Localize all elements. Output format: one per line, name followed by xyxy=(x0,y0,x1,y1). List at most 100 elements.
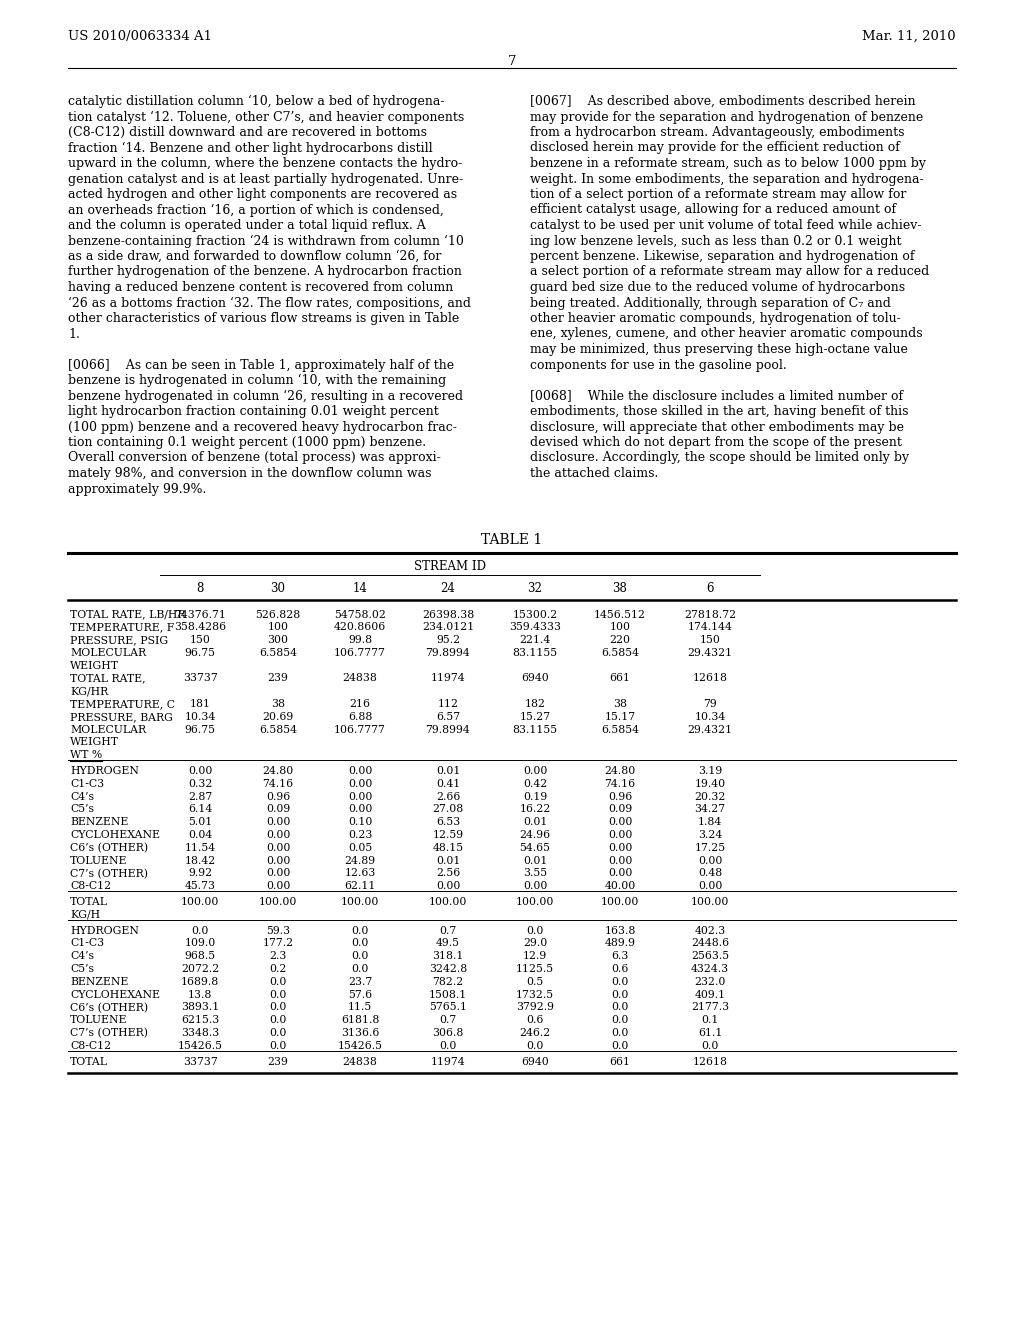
Text: 0.0: 0.0 xyxy=(269,1015,287,1026)
Text: 0.0: 0.0 xyxy=(351,925,369,936)
Text: 3242.8: 3242.8 xyxy=(429,964,467,974)
Text: 1732.5: 1732.5 xyxy=(516,990,554,999)
Text: 6.3: 6.3 xyxy=(611,952,629,961)
Text: 0.09: 0.09 xyxy=(608,804,632,814)
Text: 0.01: 0.01 xyxy=(523,855,547,866)
Text: 96.75: 96.75 xyxy=(184,648,215,657)
Text: 2072.2: 2072.2 xyxy=(181,964,219,974)
Text: 0.00: 0.00 xyxy=(608,843,632,853)
Text: 150: 150 xyxy=(189,635,211,645)
Text: 100.00: 100.00 xyxy=(691,898,729,907)
Text: 0.00: 0.00 xyxy=(266,843,290,853)
Text: 0.7: 0.7 xyxy=(439,925,457,936)
Text: 96.75: 96.75 xyxy=(184,725,215,735)
Text: efficient catalyst usage, allowing for a reduced amount of: efficient catalyst usage, allowing for a… xyxy=(530,203,896,216)
Text: 0.0: 0.0 xyxy=(269,1028,287,1038)
Text: C4’s: C4’s xyxy=(70,792,94,801)
Text: BENZENE: BENZENE xyxy=(70,977,128,987)
Text: 3.19: 3.19 xyxy=(698,766,722,776)
Text: 40.00: 40.00 xyxy=(604,882,636,891)
Text: 0.2: 0.2 xyxy=(269,964,287,974)
Text: 27.08: 27.08 xyxy=(432,804,464,814)
Text: 15.17: 15.17 xyxy=(604,711,636,722)
Text: 7: 7 xyxy=(508,55,516,69)
Text: 0.1: 0.1 xyxy=(701,1015,719,1026)
Text: embodiments, those skilled in the art, having benefit of this: embodiments, those skilled in the art, h… xyxy=(530,405,908,418)
Text: 24838: 24838 xyxy=(343,1057,378,1067)
Text: acted hydrogen and other light components are recovered as: acted hydrogen and other light component… xyxy=(68,187,457,201)
Text: WT %: WT % xyxy=(70,750,102,760)
Text: 6940: 6940 xyxy=(521,673,549,684)
Text: TOTAL RATE, LB/HR: TOTAL RATE, LB/HR xyxy=(70,610,185,619)
Text: 30: 30 xyxy=(270,582,286,595)
Text: 0.0: 0.0 xyxy=(351,939,369,949)
Text: 109.0: 109.0 xyxy=(184,939,216,949)
Text: 79.8994: 79.8994 xyxy=(426,648,470,657)
Text: 6: 6 xyxy=(707,582,714,595)
Text: 11.54: 11.54 xyxy=(184,843,216,853)
Text: Mar. 11, 2010: Mar. 11, 2010 xyxy=(862,30,956,44)
Text: 0.00: 0.00 xyxy=(608,855,632,866)
Text: components for use in the gasoline pool.: components for use in the gasoline pool. xyxy=(530,359,786,371)
Text: C5’s: C5’s xyxy=(70,804,94,814)
Text: 0.0: 0.0 xyxy=(526,925,544,936)
Text: 5.01: 5.01 xyxy=(187,817,212,828)
Text: light hydrocarbon fraction containing 0.01 weight percent: light hydrocarbon fraction containing 0.… xyxy=(68,405,438,418)
Text: 0.01: 0.01 xyxy=(523,817,547,828)
Text: 782.2: 782.2 xyxy=(432,977,464,987)
Text: 3893.1: 3893.1 xyxy=(181,1002,219,1012)
Text: 61.1: 61.1 xyxy=(697,1028,722,1038)
Text: MOLECULAR: MOLECULAR xyxy=(70,648,146,657)
Text: 0.00: 0.00 xyxy=(697,882,722,891)
Text: [0068]    While the disclosure includes a limited number of: [0068] While the disclosure includes a l… xyxy=(530,389,903,403)
Text: disclosure. Accordingly, the scope should be limited only by: disclosure. Accordingly, the scope shoul… xyxy=(530,451,909,465)
Text: PRESSURE, BARG: PRESSURE, BARG xyxy=(70,711,173,722)
Text: further hydrogenation of the benzene. A hydrocarbon fraction: further hydrogenation of the benzene. A … xyxy=(68,265,462,279)
Text: 0.00: 0.00 xyxy=(348,804,372,814)
Text: 0.96: 0.96 xyxy=(266,792,290,801)
Text: 12618: 12618 xyxy=(692,1057,727,1067)
Text: 13.8: 13.8 xyxy=(187,990,212,999)
Text: 100: 100 xyxy=(609,622,631,632)
Text: tion catalyst ‘12. Toluene, other C7’s, and heavier components: tion catalyst ‘12. Toluene, other C7’s, … xyxy=(68,111,464,124)
Text: 163.8: 163.8 xyxy=(604,925,636,936)
Text: 83.1155: 83.1155 xyxy=(512,725,557,735)
Text: 661: 661 xyxy=(609,673,631,684)
Text: 2.87: 2.87 xyxy=(187,792,212,801)
Text: 181: 181 xyxy=(189,700,211,709)
Text: 489.9: 489.9 xyxy=(604,939,636,949)
Text: 3136.6: 3136.6 xyxy=(341,1028,379,1038)
Text: 54.65: 54.65 xyxy=(519,843,551,853)
Text: 54758.02: 54758.02 xyxy=(334,610,386,619)
Text: 0.0: 0.0 xyxy=(351,964,369,974)
Text: C8-C12: C8-C12 xyxy=(70,882,112,891)
Text: TOTAL: TOTAL xyxy=(70,898,108,907)
Text: from a hydrocarbon stream. Advantageously, embodiments: from a hydrocarbon stream. Advantageousl… xyxy=(530,125,904,139)
Text: 2448.6: 2448.6 xyxy=(691,939,729,949)
Text: 100.00: 100.00 xyxy=(259,898,297,907)
Text: ‘26 as a bottoms fraction ‘32. The flow rates, compositions, and: ‘26 as a bottoms fraction ‘32. The flow … xyxy=(68,297,471,310)
Text: an overheads fraction ‘16, a portion of which is condensed,: an overheads fraction ‘16, a portion of … xyxy=(68,203,443,216)
Text: 318.1: 318.1 xyxy=(432,952,464,961)
Text: 0.00: 0.00 xyxy=(523,882,547,891)
Text: TOTAL RATE,: TOTAL RATE, xyxy=(70,673,145,684)
Text: 0.0: 0.0 xyxy=(611,977,629,987)
Text: 0.32: 0.32 xyxy=(187,779,212,789)
Text: 0.10: 0.10 xyxy=(348,817,372,828)
Text: 34.27: 34.27 xyxy=(694,804,726,814)
Text: 29.4321: 29.4321 xyxy=(687,648,732,657)
Text: as a side draw, and forwarded to downflow column ‘26, for: as a side draw, and forwarded to downflo… xyxy=(68,249,441,263)
Text: 0.0: 0.0 xyxy=(611,1015,629,1026)
Text: 2.3: 2.3 xyxy=(269,952,287,961)
Text: C7’s (OTHER): C7’s (OTHER) xyxy=(70,1028,148,1039)
Text: 0.0: 0.0 xyxy=(611,1041,629,1051)
Text: 24.89: 24.89 xyxy=(344,855,376,866)
Text: 100.00: 100.00 xyxy=(181,898,219,907)
Text: 12.9: 12.9 xyxy=(523,952,547,961)
Text: being treated. Additionally, through separation of C₇ and: being treated. Additionally, through sep… xyxy=(530,297,891,309)
Text: TOLUENE: TOLUENE xyxy=(70,855,128,866)
Text: 6.5854: 6.5854 xyxy=(601,725,639,735)
Text: 177.2: 177.2 xyxy=(262,939,294,949)
Text: 17.25: 17.25 xyxy=(694,843,726,853)
Text: 74.16: 74.16 xyxy=(604,779,636,789)
